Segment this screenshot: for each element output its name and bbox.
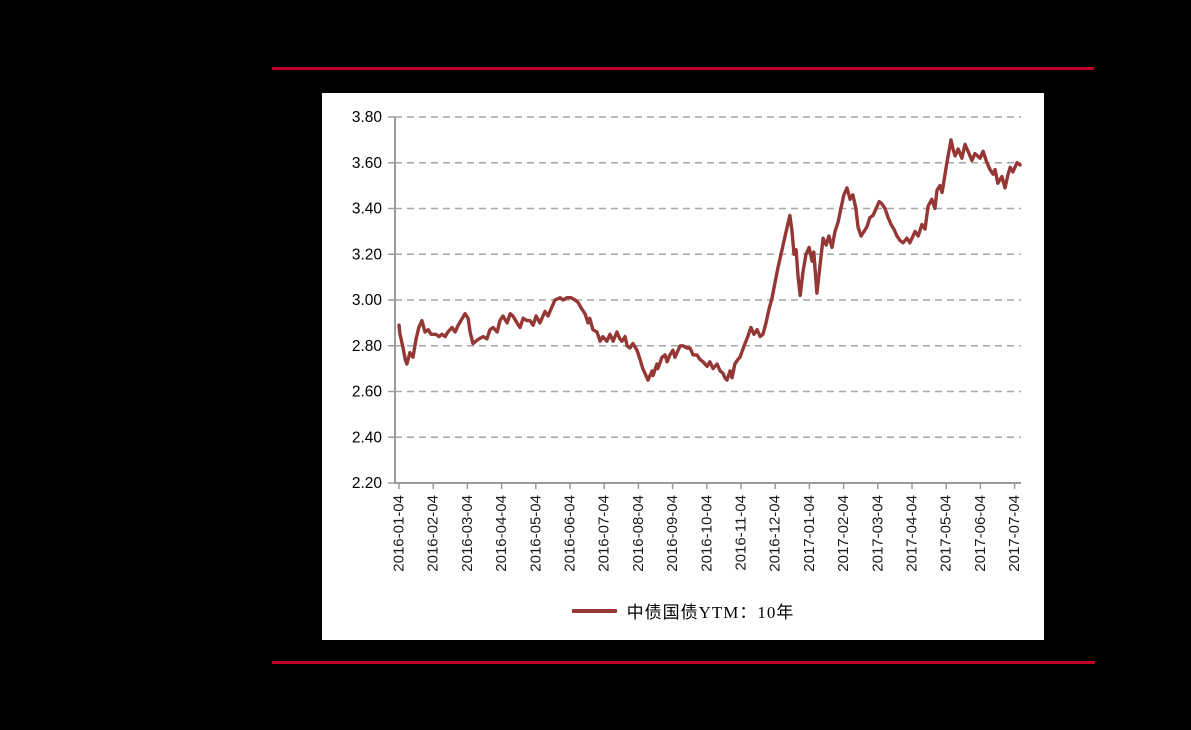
- y-tick-label: 3.20: [352, 246, 383, 263]
- y-tick-label: 3.80: [352, 109, 383, 126]
- x-tick-label: 2016-12-04: [767, 495, 784, 572]
- x-tick-label: 2017-03-04: [869, 495, 886, 572]
- x-tick-label: 2016-05-04: [527, 495, 544, 572]
- y-tick-label: 2.60: [352, 384, 383, 401]
- x-tick-label: 2017-01-04: [801, 495, 818, 572]
- x-tick-label: 2016-01-04: [391, 495, 408, 572]
- y-tick-label: 2.20: [352, 475, 383, 492]
- x-tick-label: 2016-10-04: [698, 495, 715, 572]
- x-tick-label: 2017-06-04: [972, 495, 989, 572]
- x-tick-label: 2016-04-04: [493, 495, 510, 572]
- x-tick-label: 2016-11-04: [733, 495, 750, 571]
- series-line: [397, 138, 1022, 382]
- x-tick-label: 2016-07-04: [596, 495, 613, 572]
- top-rule: [272, 67, 1094, 70]
- legend-line-swatch: [571, 608, 617, 613]
- x-tick-label: 2016-02-04: [425, 495, 442, 572]
- y-tick-label: 3.00: [352, 292, 383, 309]
- bottom-rule: [272, 661, 1095, 664]
- x-tick-label: 2016-06-04: [562, 495, 579, 572]
- legend: 中债国债YTM：10年: [322, 598, 1044, 623]
- x-tick-label: 2016-09-04: [664, 495, 681, 572]
- x-tick-label: 2016-08-04: [630, 495, 647, 572]
- x-tick-label: 2017-04-04: [904, 495, 921, 572]
- x-tick-label: 2017-07-04: [1006, 495, 1023, 572]
- y-tick-label: 3.40: [352, 201, 383, 218]
- x-tick-label: 2016-03-04: [459, 495, 476, 572]
- line-chart: 2.20 2.40 2.60 2.80 3.00 3.20 3.40 3.60 3.80 2016…: [352, 109, 1023, 572]
- y-tick-label: 2.40: [352, 429, 383, 446]
- chart-panel: 2.20 2.40 2.60 2.80 3.00 3.20 3.40 3.60 3.80 2016…: [322, 93, 1044, 640]
- x-tick-label: 2017-05-04: [938, 495, 955, 572]
- y-tick-label: 2.80: [352, 338, 383, 355]
- legend-label: 中债国债YTM：10年: [626, 603, 795, 622]
- x-tick-label: 2017-02-04: [835, 495, 852, 572]
- y-tick-label: 3.60: [352, 155, 383, 172]
